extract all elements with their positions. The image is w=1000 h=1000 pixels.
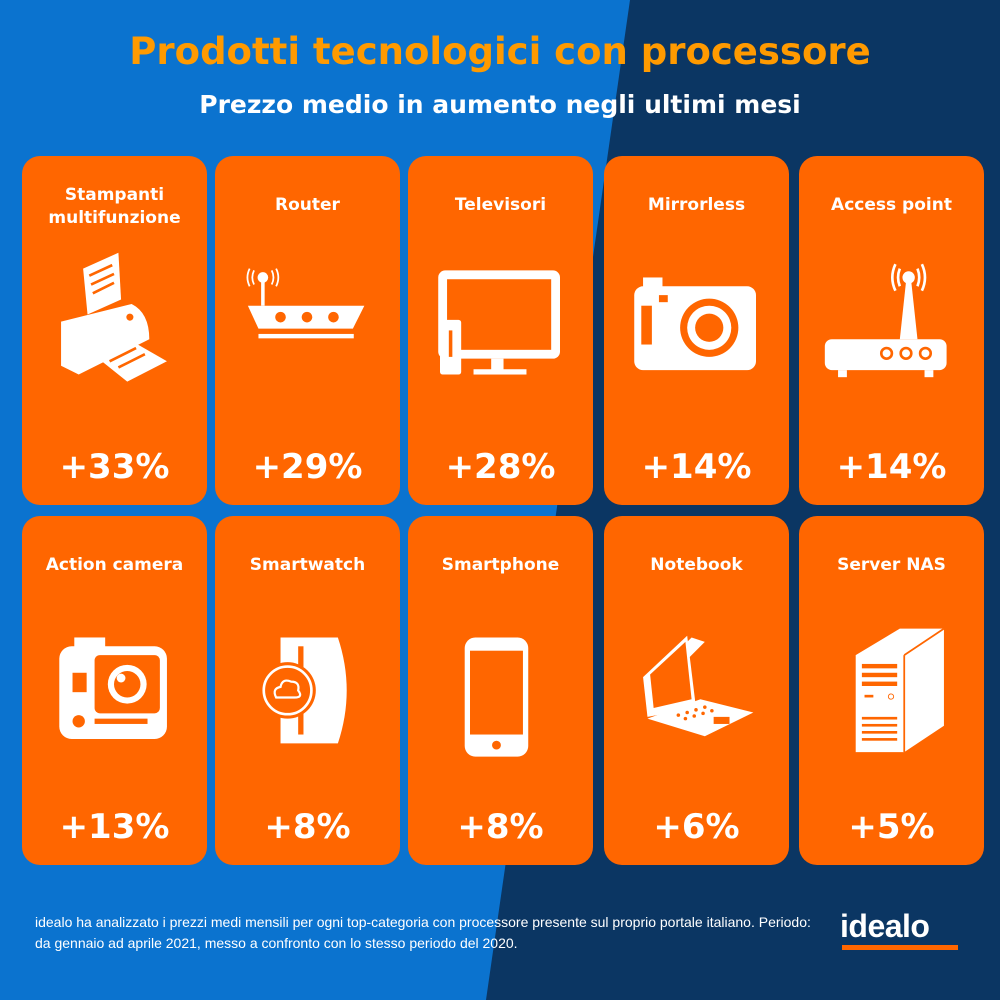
card-label: Action camera (45, 554, 184, 575)
router-icon (246, 268, 365, 339)
smartphone-icon (464, 637, 529, 757)
card-value: +13% (59, 807, 170, 847)
card-label: Smartphone (441, 554, 560, 575)
idealo-logo: idealo (840, 908, 930, 944)
tv-icon (438, 270, 560, 375)
card-label: Smartwatch (249, 554, 366, 575)
card-value: +8% (457, 807, 544, 847)
card-label: Access point (831, 194, 952, 215)
card-access-point: Access point +14% (799, 156, 984, 505)
card-value: +14% (836, 447, 947, 487)
camera-icon (634, 277, 756, 371)
card-stampanti-multifunzione: Stampanti multifunzione +33% (22, 156, 207, 505)
card-value: +6% (653, 807, 740, 847)
server-icon (855, 627, 945, 753)
card-value: +33% (59, 447, 170, 487)
access-point-icon (824, 263, 947, 378)
card-value: +8% (264, 807, 351, 847)
card-value: +29% (252, 447, 363, 487)
footer-note: idealo ha analizzato i prezzi medi mensi… (35, 914, 811, 951)
card-label: Mirrorless (647, 194, 746, 215)
card-server-nas: Server NAS +5% (799, 516, 984, 865)
card-value: +14% (641, 447, 752, 487)
smartwatch-icon (259, 637, 347, 744)
card-action-camera: Action camera +13% (22, 516, 207, 865)
page-subtitle: Prezzo medio in aumento negli ultimi mes… (199, 90, 801, 119)
card-value: +5% (848, 807, 935, 847)
card-notebook: Notebook +6% (604, 516, 789, 865)
card-televisori: Televisori +28% (408, 156, 593, 505)
card-label: Notebook (650, 554, 743, 575)
card-label: Server NAS (837, 554, 946, 575)
card-router: Router +29% (215, 156, 400, 505)
action-camera-icon (59, 637, 167, 739)
page-title: Prodotti tecnologici con processore (129, 30, 871, 73)
logo-underline (842, 945, 958, 950)
card-label: Stampanti multifunzione (48, 185, 181, 228)
card-smartphone: Smartphone +8% (408, 516, 593, 865)
printer-icon (61, 252, 167, 382)
notebook-icon (643, 635, 754, 737)
card-label: Televisori (454, 194, 547, 215)
card-value: +28% (445, 447, 556, 487)
card-label: Router (275, 194, 340, 215)
card-smartwatch: Smartwatch +8% (215, 516, 400, 865)
card-mirrorless: Mirrorless +14% (604, 156, 789, 505)
